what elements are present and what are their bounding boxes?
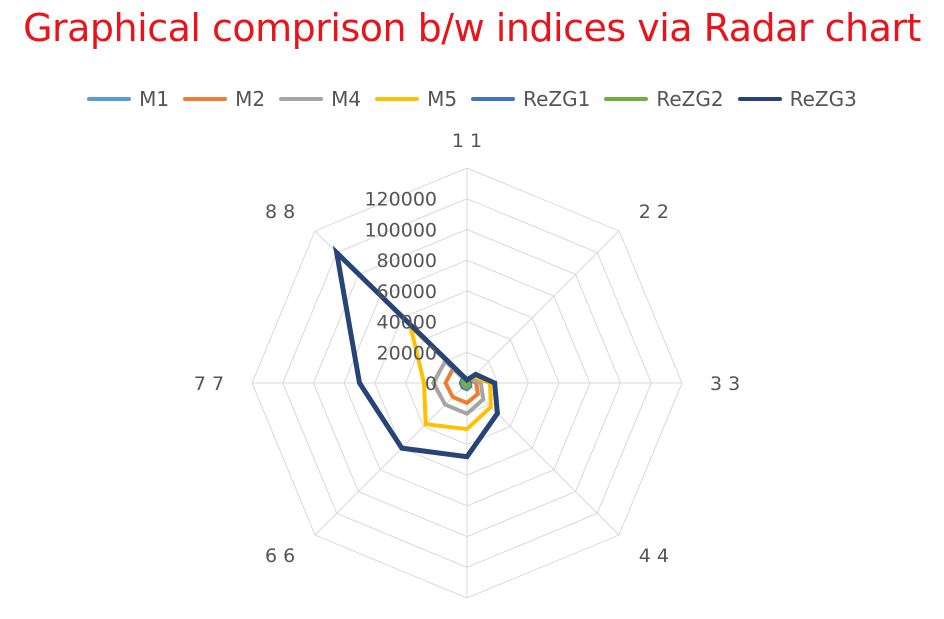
legend-label: ReZG1 xyxy=(523,87,591,111)
category-label: 1 1 xyxy=(452,130,482,152)
legend-label: M1 xyxy=(139,87,170,111)
legend-item: ReZG1 xyxy=(471,87,590,111)
legend-swatch xyxy=(737,97,782,101)
category-label: 4 4 xyxy=(639,545,669,567)
legend-swatch xyxy=(471,97,516,101)
r-tick-label: 0 xyxy=(425,373,437,395)
legend-swatch xyxy=(183,97,228,101)
legend-label: M4 xyxy=(331,87,362,111)
series-line-m2 xyxy=(443,365,481,406)
legend-item: M5 xyxy=(375,87,457,111)
legend-swatch xyxy=(375,97,420,101)
r-tick-label: 60000 xyxy=(377,281,437,303)
legend-item: M4 xyxy=(279,87,361,111)
r-tick-label: 20000 xyxy=(377,342,437,364)
grid-spoke xyxy=(314,382,468,536)
grid-spoke xyxy=(466,230,620,384)
series-line-rezg2 xyxy=(460,376,472,390)
series-line-m4 xyxy=(430,358,486,417)
series-line-rezg3 xyxy=(332,245,500,460)
legend-label: ReZG3 xyxy=(789,87,857,111)
legend-label: M2 xyxy=(235,87,266,111)
legend-item: ReZG2 xyxy=(604,87,724,111)
legend-label: M5 xyxy=(427,87,458,111)
legend-item: ReZG3 xyxy=(737,87,857,111)
grid-spoke xyxy=(466,382,620,536)
legend-label: ReZG2 xyxy=(656,87,724,111)
legend-item: M1 xyxy=(87,87,169,111)
category-label: 5 5 xyxy=(452,616,482,619)
legend-swatch xyxy=(279,97,324,101)
category-label: 2 2 xyxy=(639,201,669,223)
legend-swatch xyxy=(604,97,649,101)
category-label: 6 6 xyxy=(265,545,295,567)
r-tick-label: 80000 xyxy=(377,250,437,272)
category-label: 7 7 xyxy=(194,373,224,395)
category-label: 8 8 xyxy=(265,201,295,223)
r-tick-label: 100000 xyxy=(364,219,437,241)
series-line-m5 xyxy=(407,320,493,432)
r-tick-label: 40000 xyxy=(377,312,437,334)
legend-item: M2 xyxy=(183,87,265,111)
chart-legend: M1 M2 M4 M5 ReZG1 ReZG2 ReZG3 xyxy=(0,86,944,112)
legend-swatch xyxy=(87,97,132,101)
chart-title: Graphical comprison b/w indices via Rada… xyxy=(23,6,921,50)
r-tick-label: 120000 xyxy=(364,189,437,211)
category-label: 3 3 xyxy=(710,373,740,395)
